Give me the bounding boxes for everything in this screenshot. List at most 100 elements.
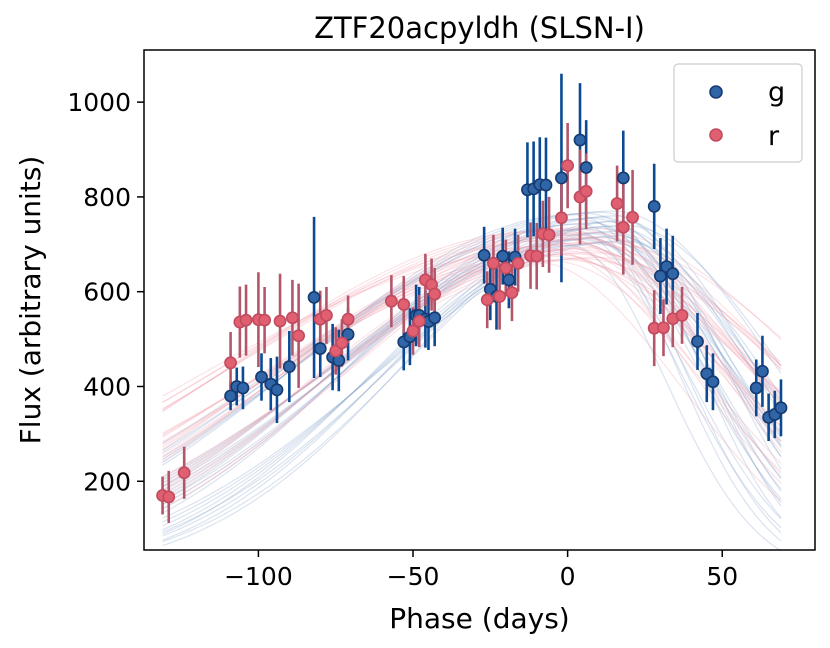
data-point-r — [341, 312, 355, 326]
model-curve — [162, 241, 782, 523]
data-point-g — [270, 383, 284, 397]
data-point-g — [282, 360, 296, 373]
data-point-r — [292, 329, 306, 343]
data-point-r — [511, 256, 525, 270]
data-point-r — [555, 211, 568, 225]
y-tick-label: 200 — [83, 467, 131, 496]
data-point-r — [610, 197, 624, 210]
chart-title: ZTF20acpyldh (SLSN-I) — [314, 11, 645, 45]
data-point-r — [239, 313, 253, 327]
y-tick-label: 400 — [83, 372, 131, 401]
model-curve — [162, 261, 782, 502]
data-point-r — [384, 294, 398, 308]
model-curve — [162, 249, 782, 500]
data-point-r — [162, 490, 176, 504]
data-point-g — [647, 199, 661, 213]
model-curve — [162, 237, 782, 534]
model-curve — [162, 227, 782, 495]
model-curve — [162, 259, 782, 484]
data-point-g — [653, 269, 667, 283]
data-point-r — [335, 336, 349, 350]
data-point-g — [756, 364, 769, 378]
model-curve — [162, 247, 782, 492]
data-point-g — [706, 375, 720, 389]
data-point-r — [320, 309, 333, 322]
data-point-g — [573, 133, 587, 147]
y-tick-label: 1000 — [67, 88, 131, 117]
data-point-g — [774, 401, 788, 415]
data-point-g — [616, 171, 630, 185]
legend-r-label: r — [768, 121, 780, 152]
data-point-r — [428, 287, 442, 301]
model-curve — [162, 229, 782, 529]
plot-frame — [143, 49, 816, 551]
data-point-g — [428, 311, 442, 325]
model-curve — [162, 221, 782, 547]
data-point-g — [313, 342, 327, 355]
data-point-r — [412, 314, 426, 328]
model-curve — [162, 210, 782, 458]
model-curve — [162, 236, 782, 492]
data-point-g — [749, 381, 763, 395]
x-tick-label: 50 — [706, 562, 738, 591]
data-point-g — [691, 335, 704, 348]
data-point-r — [286, 311, 299, 325]
model-curve — [162, 212, 782, 463]
legend-g-marker — [709, 85, 723, 99]
model-curve — [162, 248, 782, 496]
data-point-g — [341, 327, 355, 341]
x-tick-label: −100 — [224, 562, 293, 591]
model-curve — [162, 236, 782, 505]
data-point-g — [496, 249, 510, 263]
model-curve — [162, 258, 782, 481]
data-point-g — [236, 381, 250, 395]
model-curve — [162, 239, 782, 487]
data-point-r — [530, 249, 544, 263]
data-point-g — [502, 273, 516, 287]
model-curve — [162, 226, 782, 491]
legend-g-label: g — [768, 77, 785, 108]
data-point-r — [406, 324, 420, 338]
data-point-g — [307, 290, 321, 304]
model-curve — [162, 232, 782, 541]
x-tick-label: −50 — [387, 562, 440, 591]
y-tick-label: 800 — [83, 183, 131, 212]
data-point-r — [397, 298, 411, 311]
data-point-r — [657, 321, 670, 335]
data-point-r — [616, 220, 630, 234]
model-curve — [162, 214, 782, 500]
model-curve — [162, 219, 782, 543]
model-curve — [162, 255, 782, 438]
data-point-r — [499, 261, 513, 275]
data-point-r — [493, 290, 506, 303]
x-axis-title: Phase (days) — [389, 602, 569, 635]
model-curves — [162, 210, 782, 552]
data-point-r — [480, 293, 494, 307]
y-axis-title: Flux (arbitrary units) — [14, 156, 47, 445]
legend: g r — [673, 63, 803, 163]
model-curve — [162, 237, 782, 509]
model-curve — [162, 260, 782, 487]
model-curve — [162, 256, 782, 478]
legend-r-marker — [709, 128, 723, 142]
data-point-r — [505, 286, 519, 300]
axis-ticks: −100 −50 0 50 200 400 600 800 1000 — [67, 88, 738, 591]
model-curve — [162, 243, 782, 531]
x-tick-label: 0 — [560, 562, 576, 591]
data-point-r — [542, 228, 556, 242]
data-point-r — [626, 210, 639, 224]
data-point-g — [477, 248, 491, 262]
data-point-g — [579, 161, 593, 174]
y-tick-label: 600 — [83, 278, 131, 307]
data-point-r — [273, 314, 287, 328]
data-points — [156, 133, 788, 504]
model-curve — [162, 211, 782, 461]
data-point-r — [579, 184, 593, 198]
data-point-r — [177, 466, 191, 480]
data-point-g — [666, 267, 680, 281]
model-curve — [162, 224, 782, 488]
model-curve — [162, 218, 782, 514]
model-curve — [162, 244, 782, 552]
data-point-r — [675, 309, 689, 322]
